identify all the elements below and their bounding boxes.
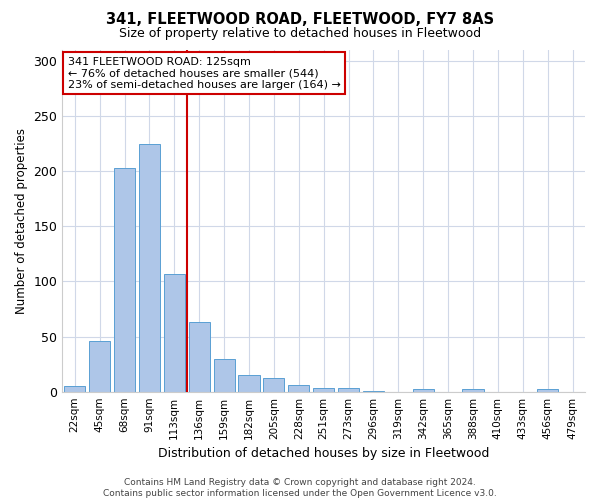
Text: Size of property relative to detached houses in Fleetwood: Size of property relative to detached ho… [119,28,481,40]
Bar [413,390,434,392]
Y-axis label: Number of detached properties: Number of detached properties [15,128,28,314]
Bar [188,322,210,392]
Bar [463,390,484,392]
Bar [114,168,135,392]
Bar [338,388,359,392]
Text: Contains HM Land Registry data © Crown copyright and database right 2024.
Contai: Contains HM Land Registry data © Crown c… [103,478,497,498]
Text: 341 FLEETWOOD ROAD: 125sqm
← 76% of detached houses are smaller (544)
23% of sem: 341 FLEETWOOD ROAD: 125sqm ← 76% of deta… [68,57,340,90]
Bar [89,341,110,392]
Bar [238,375,260,392]
Bar [288,385,310,392]
Bar [139,144,160,392]
Bar [64,386,85,392]
Bar [537,390,558,392]
Bar [164,274,185,392]
Bar [263,378,284,392]
Bar [313,388,334,392]
X-axis label: Distribution of detached houses by size in Fleetwood: Distribution of detached houses by size … [158,447,490,460]
Text: 341, FLEETWOOD ROAD, FLEETWOOD, FY7 8AS: 341, FLEETWOOD ROAD, FLEETWOOD, FY7 8AS [106,12,494,28]
Bar [363,390,384,392]
Bar [214,358,235,392]
